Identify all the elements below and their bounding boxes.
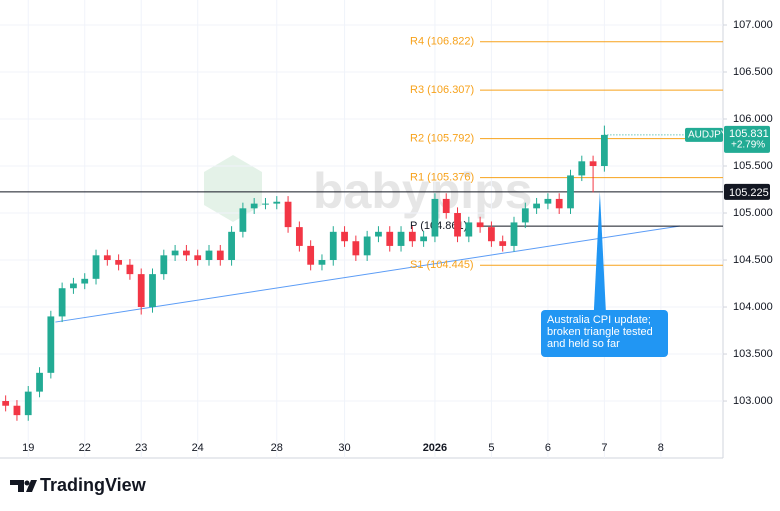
- candle-body: [160, 255, 168, 275]
- candle-body: [329, 231, 337, 261]
- tradingview-logo: [10, 480, 37, 492]
- candle-body: [149, 274, 156, 308]
- price-tag: [724, 183, 770, 200]
- candle-body: [216, 250, 224, 261]
- candle-body: [126, 264, 134, 275]
- candle-body: [442, 198, 450, 214]
- candle-body: [589, 161, 597, 167]
- pivot-label: P (104.861): [410, 220, 467, 232]
- candle-body: [488, 227, 495, 242]
- change-label: +2.79%: [731, 140, 765, 151]
- candle-body: [2, 401, 10, 406]
- candle-body: [273, 201, 281, 204]
- x-tick-label: 24: [192, 442, 204, 454]
- annotation: Australia CPI update; broken triangle te…: [541, 310, 668, 357]
- candle-body: [375, 231, 382, 237]
- y-tick-label: 107.000: [733, 19, 773, 31]
- candle-body: [250, 203, 258, 209]
- candle-body: [533, 203, 540, 209]
- candle-body: [578, 161, 586, 176]
- x-tick-label: 5: [488, 442, 494, 454]
- candle-body: [454, 213, 461, 237]
- candle-body: [171, 250, 179, 256]
- candle-body: [318, 260, 326, 265]
- pivot-label: R2 (105.792): [410, 132, 474, 144]
- pivot-label: R4 (106.822): [410, 36, 474, 48]
- candle-body: [13, 405, 21, 416]
- candle-body: [81, 278, 89, 284]
- watermark: babypips: [313, 163, 532, 219]
- candle-body: [567, 175, 574, 209]
- price-tag-label: 105.225: [729, 187, 769, 199]
- x-tick-label: 2026: [423, 442, 447, 454]
- symbol-tag-label: AUDJPY: [688, 130, 728, 141]
- candle-body: [397, 231, 405, 246]
- y-tick-label: 105.000: [733, 207, 773, 219]
- pivot-label: S1 (104.445): [410, 259, 474, 271]
- x-tick-label: 7: [601, 442, 607, 454]
- candle-body: [465, 222, 473, 237]
- x-tick-label: 6: [545, 442, 551, 454]
- candle-body: [341, 231, 348, 242]
- plot-area: [0, 0, 723, 458]
- last-price-label: 105.831: [729, 128, 769, 140]
- candle-body: [183, 250, 190, 256]
- pivot-label: R3 (106.307): [410, 84, 474, 96]
- candle-body: [239, 208, 247, 232]
- candle-body: [194, 255, 202, 261]
- y-tick-label: 104.000: [733, 301, 773, 313]
- candle-body: [555, 198, 563, 209]
- candle-body: [386, 231, 394, 246]
- pivot-label: R1 (105.376): [410, 172, 474, 184]
- candle-body: [70, 283, 77, 289]
- candle-body: [295, 227, 303, 246]
- trendline: [55, 225, 681, 323]
- watermark-logo: [204, 155, 262, 222]
- candle-body: [431, 198, 439, 237]
- annotation-pointer: [593, 191, 606, 311]
- candle-body: [228, 231, 235, 261]
- x-tick-label: 23: [135, 442, 147, 454]
- candle-body: [499, 241, 507, 246]
- x-tick-label: 22: [79, 442, 91, 454]
- candle-body: [284, 201, 292, 228]
- symbol-tag: [685, 127, 723, 142]
- candle-body: [58, 288, 66, 317]
- y-tick-label: 105.500: [733, 160, 773, 172]
- candle-body: [115, 260, 123, 265]
- brand: TradingView: [40, 475, 147, 495]
- y-tick-label: 106.500: [733, 66, 773, 78]
- candle-body: [510, 222, 518, 246]
- y-tick-label: 103.000: [733, 395, 773, 407]
- y-tick-label: 103.500: [733, 348, 773, 360]
- candle-body: [600, 134, 608, 167]
- y-tick-label: 104.500: [733, 254, 773, 266]
- candle-body: [363, 236, 371, 256]
- candle-body: [352, 241, 360, 256]
- candle-body: [408, 231, 416, 242]
- x-tick-label: 28: [271, 442, 283, 454]
- candle-body: [137, 274, 145, 308]
- x-tick-label: 30: [338, 442, 350, 454]
- candle-body: [205, 250, 213, 261]
- candle-body: [307, 245, 315, 265]
- x-tick-label: 8: [658, 442, 664, 454]
- candle-body: [36, 372, 43, 392]
- y-tick-label: 106.000: [733, 113, 773, 125]
- candle-body: [262, 203, 269, 205]
- x-tick-label: 19: [22, 442, 34, 454]
- candle-body: [92, 255, 100, 279]
- candle-body: [476, 222, 484, 228]
- candle-body: [47, 316, 55, 373]
- candle-body: [24, 391, 32, 416]
- candle-body: [420, 236, 428, 242]
- last-price-tag: [724, 125, 770, 153]
- candle-body: [544, 198, 552, 204]
- candle-body: [103, 255, 111, 261]
- candle-body: [521, 208, 529, 223]
